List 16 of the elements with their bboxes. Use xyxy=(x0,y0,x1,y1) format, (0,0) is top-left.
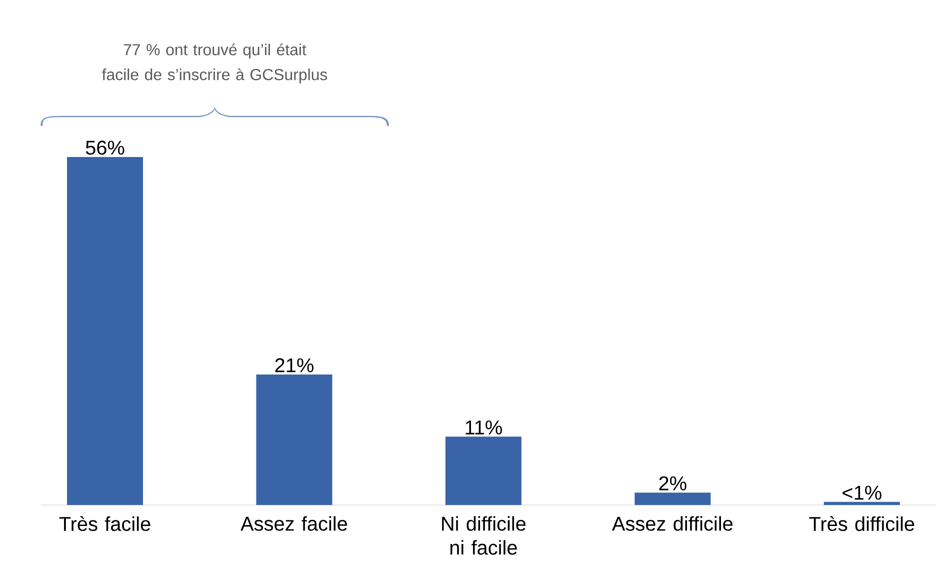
data-label: 2% xyxy=(659,476,686,490)
x-tick-label: Très difficile xyxy=(809,516,914,532)
data-label: 56% xyxy=(86,140,124,155)
text: 77 % ont trouvé qu’il était facile de s’inscrire à GCSurplus xyxy=(102,43,328,84)
bar xyxy=(824,502,900,505)
data-label: 11% xyxy=(466,420,502,434)
x-tick-label: Assez facile xyxy=(240,516,348,531)
bar xyxy=(256,374,332,505)
bar xyxy=(67,156,144,505)
x-tick-label: Assez difficile xyxy=(612,516,732,531)
data-label: 21% xyxy=(275,358,314,372)
x-tick-label: Très facile xyxy=(59,516,150,532)
x-tick-label: Ni difficile ni facile xyxy=(442,516,526,555)
bar xyxy=(634,492,711,505)
data-label: <1% xyxy=(842,486,882,500)
bar xyxy=(445,436,522,505)
